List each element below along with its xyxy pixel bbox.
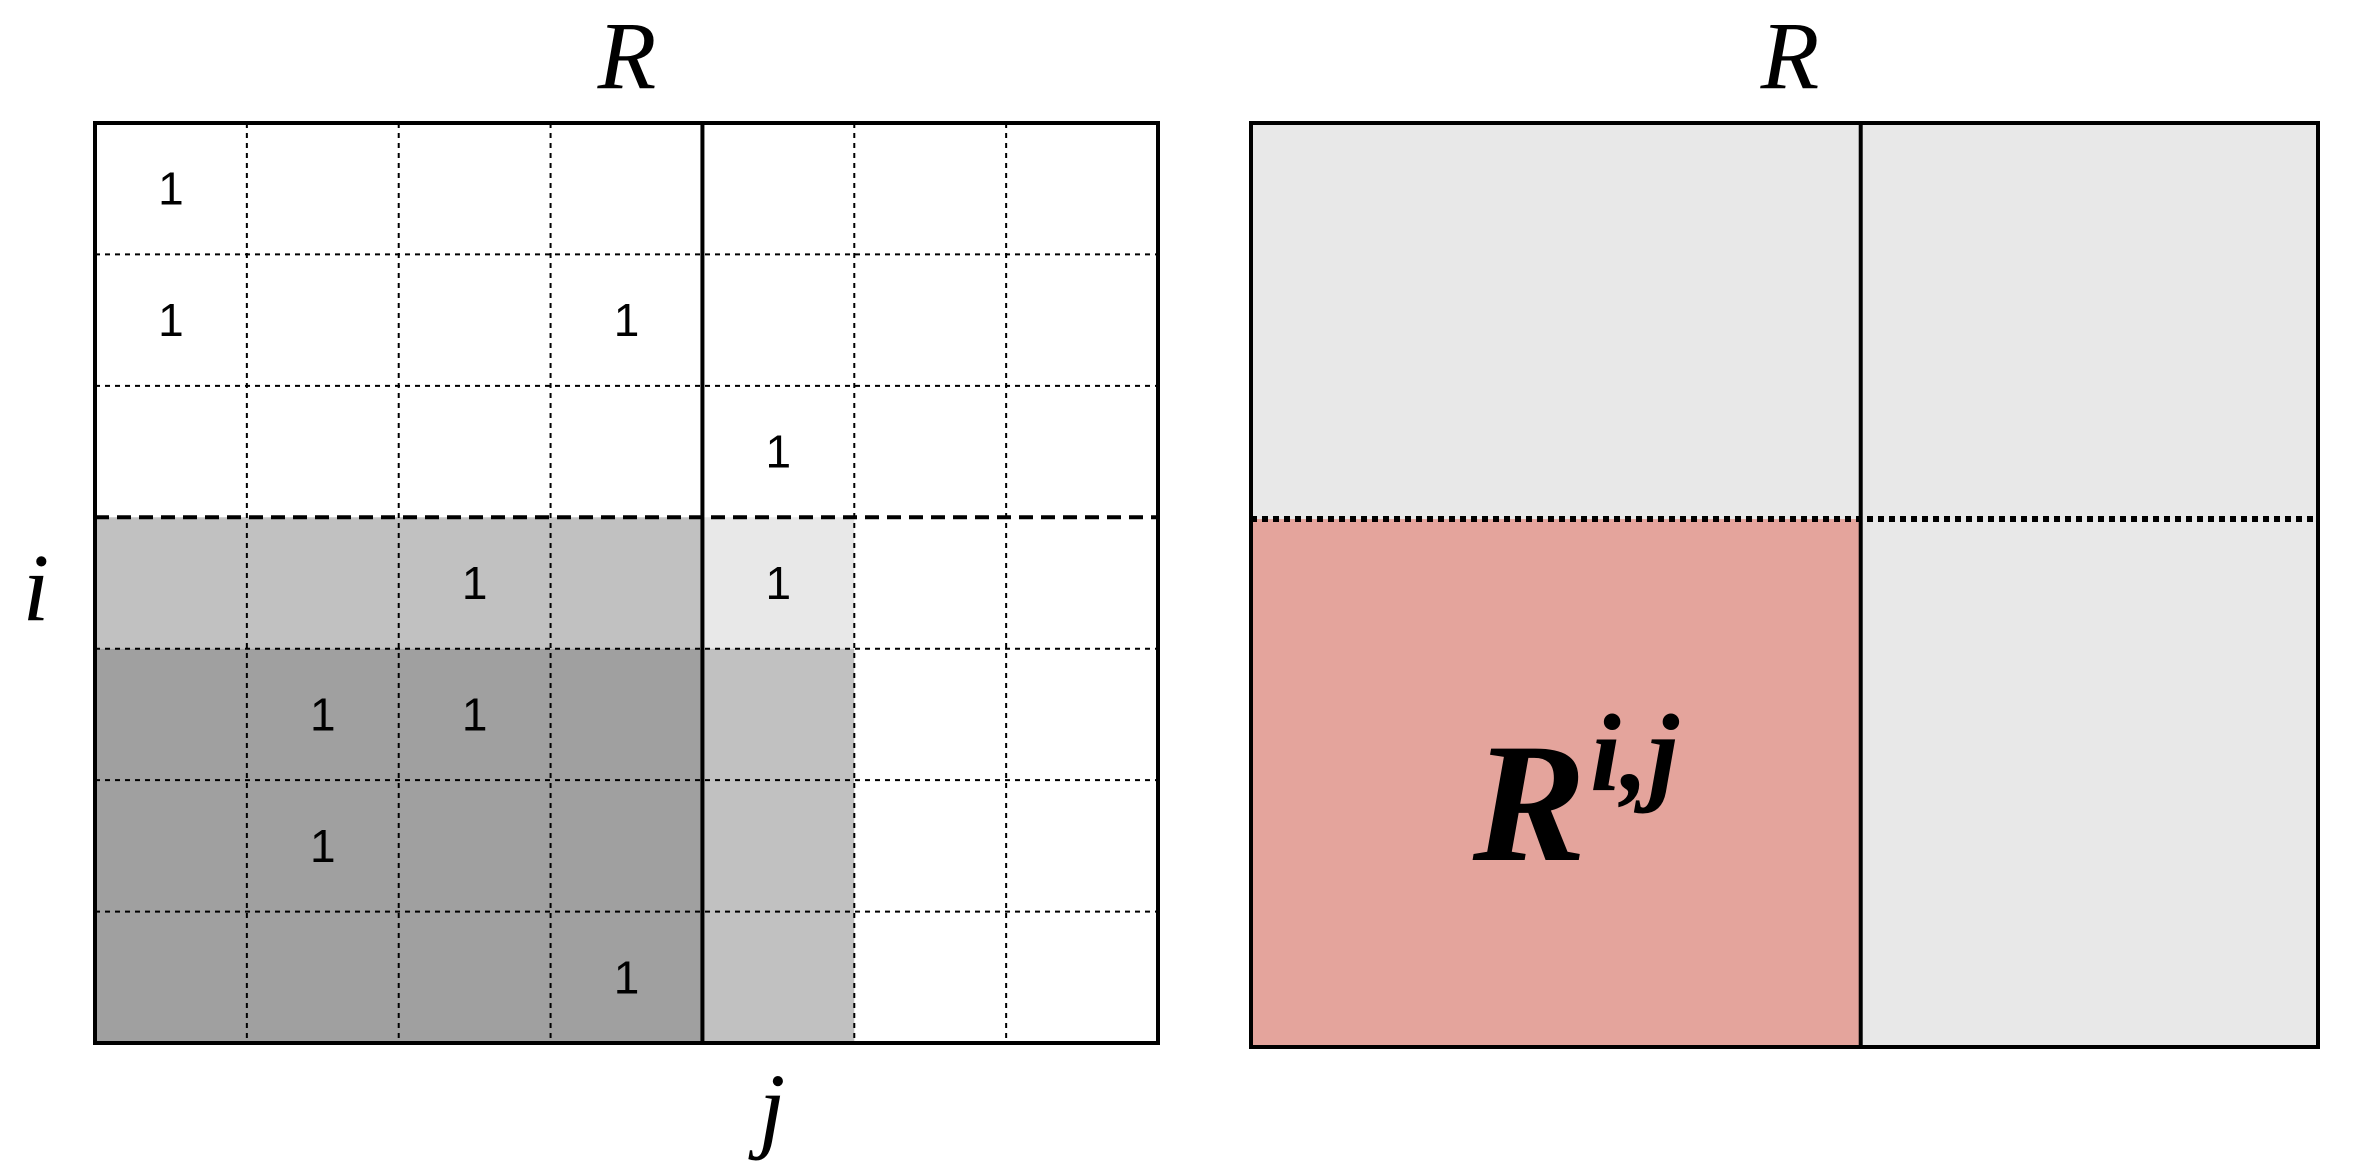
shaded-region-1 [702,517,855,649]
cell-one-r3-c4: 1 [766,557,792,609]
left-dotted-grid [95,123,1158,1043]
cell-one-r2-c4: 1 [766,426,792,478]
submatrix-label-base: R [1472,709,1586,897]
row-label-i: i [23,534,50,641]
left-ones-layer: 1 1 1 1 1 1 1 1 1 1 [158,163,791,1004]
submatrix-label-superscript: i,j [1590,692,1679,814]
left-matrix-border [93,121,1160,1045]
cell-one-r0-c0: 1 [158,163,184,215]
shaded-region-3 [702,648,855,1043]
right-top-label: R [1760,2,1820,109]
cell-one-r1-c0: 1 [158,294,184,346]
left-top-label: R [597,2,657,109]
cell-one-r6-c3: 1 [614,951,640,1003]
cell-one-r4-c1: 1 [310,688,336,740]
submatrix-label: R i,j [1472,692,1679,897]
cell-one-r1-c3: 1 [614,294,640,346]
col-label-j: j [748,1054,786,1161]
cell-one-r5-c1: 1 [310,820,336,872]
submatrix-block [1251,519,1861,1047]
cell-one-r3-c2: 1 [462,557,488,609]
left-shading-layer [95,517,855,1043]
left-matrix: 1 1 1 1 1 1 1 1 1 1 R i j [23,2,1160,1161]
right-matrix-border [1249,121,2320,1049]
cell-one-r4-c2: 1 [462,688,488,740]
right-matrix: R R i,j [1249,2,2320,1049]
